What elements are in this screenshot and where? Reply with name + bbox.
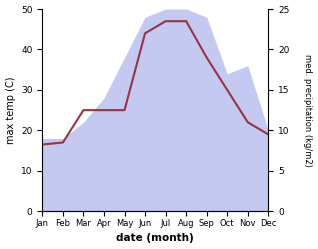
Y-axis label: med. precipitation (kg/m2): med. precipitation (kg/m2) [303, 54, 313, 167]
X-axis label: date (month): date (month) [116, 234, 194, 244]
Y-axis label: max temp (C): max temp (C) [5, 76, 16, 144]
